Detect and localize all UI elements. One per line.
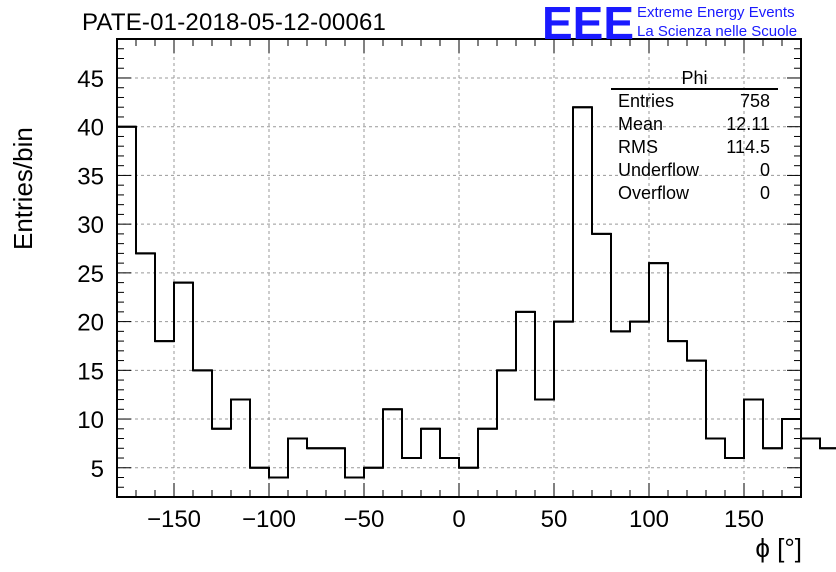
stats-row-underflow: Underflow 0 [611, 159, 778, 182]
x-tick-label: 150 [724, 506, 764, 533]
stats-value: 0 [759, 183, 770, 203]
stats-row-rms: RMS 114.5 [611, 136, 778, 159]
y-tick-label: 15 [77, 358, 104, 385]
y-tick-label: 5 [91, 456, 104, 483]
stats-row-entries: Entries 758 [611, 90, 778, 113]
logo-mark: EEE [542, 2, 634, 42]
x-axis-label: ϕ [°] [755, 533, 802, 563]
y-axis-label: Entries/bin [8, 127, 38, 250]
stats-label: RMS [618, 137, 658, 157]
x-tick-label: −150 [147, 506, 201, 533]
stats-value: 0 [759, 160, 770, 180]
stats-row-overflow: Overflow 0 [611, 182, 778, 205]
logo-line-1: Extreme Energy Events [637, 4, 795, 21]
x-tick-label: 100 [629, 506, 669, 533]
stats-box: Phi Entries 758 Mean 12.11 RMS 114.5 Und… [611, 69, 778, 205]
x-tick-label: −50 [344, 506, 385, 533]
y-tick-label: 40 [77, 115, 104, 142]
logo-caption: Extreme Energy Events La Scienza nelle S… [637, 3, 797, 41]
x-tick-label: −100 [242, 506, 296, 533]
y-tick-label: 25 [77, 261, 104, 288]
y-tick-label: 30 [77, 212, 104, 239]
stats-value: 114.5 [726, 137, 770, 157]
stats-row-mean: Mean 12.11 [611, 113, 778, 136]
y-tick-label: 10 [77, 407, 104, 434]
eee-logo: EEE [542, 2, 634, 42]
stats-label: Overflow [618, 183, 690, 203]
y-tick-label: 45 [77, 66, 104, 93]
stats-value: 12.11 [726, 114, 770, 134]
stats-value: 758 [739, 91, 770, 111]
y-tick-label: 35 [77, 163, 104, 190]
y-tick-label: 20 [77, 310, 104, 337]
stats-label: Underflow [618, 160, 700, 180]
stats-title: Phi [611, 69, 778, 90]
stats-label: Entries [618, 91, 675, 111]
logo-line-2: La Scienza nelle Scuole [637, 23, 798, 40]
chart-title: PATE-01-2018-05-12-00061 [82, 9, 387, 36]
x-tick-label: 0 [452, 506, 465, 533]
stats-label: Mean [618, 114, 664, 134]
x-tick-label: 50 [541, 506, 568, 533]
